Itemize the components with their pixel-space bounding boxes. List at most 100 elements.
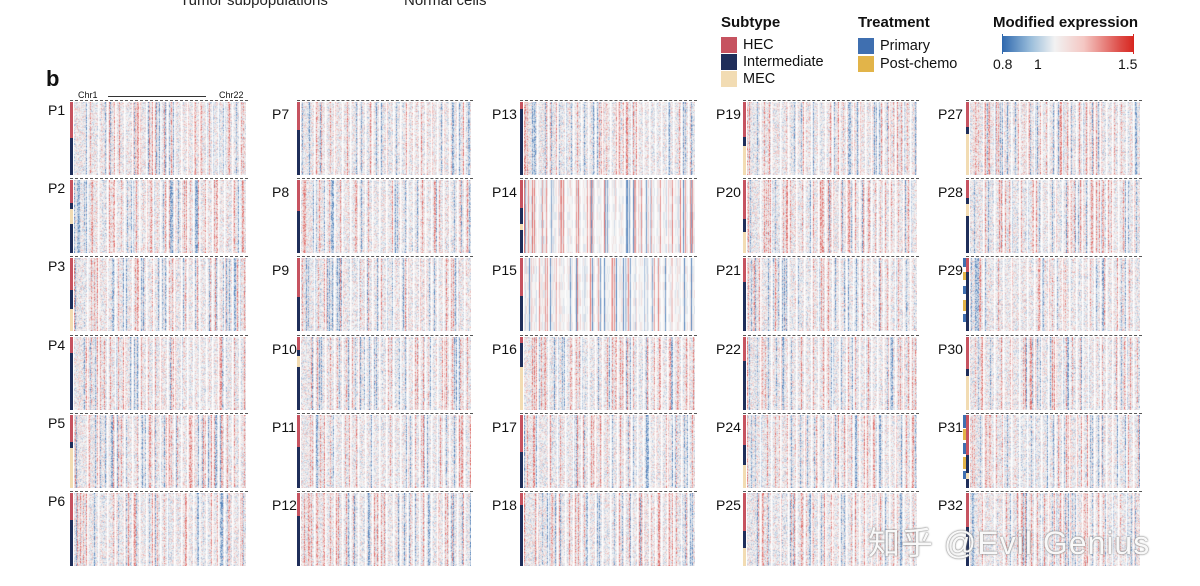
subtype-annotation-bar <box>743 337 746 361</box>
subtype-annotation-bar <box>966 369 969 376</box>
cnv-heatmap <box>74 493 246 566</box>
patient-label: P20 <box>716 184 741 200</box>
hec-swatch <box>721 37 737 53</box>
subtype-annotation-bar <box>743 531 746 548</box>
subtype-annotation-bar <box>297 447 300 488</box>
subtype-annotation-bar <box>520 109 523 175</box>
patient-label: P3 <box>48 258 66 274</box>
subtype-annotation-bar <box>297 180 300 211</box>
subtype-annotation-bar <box>520 452 523 488</box>
subtype-annotation-bar <box>966 204 969 216</box>
cnv-heatmap <box>301 337 471 410</box>
cut-label-tumor: Tumor subpopulations <box>180 0 328 9</box>
patient-label: P10 <box>272 341 297 357</box>
subtype-annotation-bar <box>520 505 523 566</box>
cnv-heatmap <box>970 493 1140 566</box>
panel-top-border <box>70 100 248 101</box>
panel-top-border <box>966 491 1142 492</box>
panel-top-border <box>297 491 473 492</box>
panel-top-border <box>743 491 919 492</box>
subtype-annotation-bar <box>520 296 523 331</box>
subtype-annotation-bar <box>70 258 73 290</box>
cnv-heatmap <box>301 415 471 488</box>
patient-label: P14 <box>492 184 517 200</box>
subtype-annotation-bar <box>297 130 300 175</box>
gradient-label-mid: 1 <box>1034 56 1042 72</box>
panel-top-border <box>520 178 697 179</box>
patient-label: P1 <box>48 102 66 118</box>
chr-start-label: Chr1 <box>78 90 98 100</box>
treatment-annotation-bar <box>963 415 966 428</box>
subtype-annotation-bar <box>297 258 300 297</box>
patient-label: P12 <box>272 497 297 513</box>
subtype-annotation-bar <box>520 258 523 296</box>
patient-label: P25 <box>716 497 741 513</box>
subtype-annotation-bar <box>520 493 523 505</box>
subtype-annotation-bar <box>743 137 746 146</box>
cnv-heatmap <box>970 258 1140 331</box>
panel-top-border <box>297 100 473 101</box>
subtype-annotation-bar <box>520 343 523 367</box>
subtype-annotation-bar <box>70 138 73 175</box>
hec-label: HEC <box>743 37 774 53</box>
cnv-heatmap <box>747 102 917 175</box>
panel-top-border <box>966 335 1142 336</box>
panel-top-border <box>70 335 248 336</box>
treatment-annotation-bar <box>963 471 966 479</box>
panel-top-border <box>966 256 1142 257</box>
patient-label: P31 <box>938 419 963 435</box>
patient-label: P5 <box>48 415 66 431</box>
subtype-annotation-bar <box>966 127 969 134</box>
patient-label: P7 <box>272 106 290 122</box>
subtype-annotation-bar <box>297 415 300 447</box>
subtype-annotation-bar <box>966 527 969 566</box>
patient-label: P17 <box>492 419 517 435</box>
panel-top-border <box>743 413 919 414</box>
panel-top-border <box>70 256 248 257</box>
subtype-annotation-bar <box>743 415 746 445</box>
subtype-annotation-bar <box>966 493 969 527</box>
patient-label: P13 <box>492 106 517 122</box>
subtype-annotation-bar <box>966 455 969 473</box>
mec-label: MEC <box>743 71 776 87</box>
patient-label: P19 <box>716 106 741 122</box>
panel-top-border <box>520 256 697 257</box>
subtype-annotation-bar <box>70 209 73 224</box>
subtype-annotation-bar <box>966 258 969 272</box>
subtype-annotation-bar <box>966 216 969 253</box>
primary-label: Primary <box>880 38 930 54</box>
panel-top-border <box>297 178 473 179</box>
panel-top-border <box>966 178 1142 179</box>
patient-label: P11 <box>272 419 296 435</box>
patient-label: P30 <box>938 341 963 357</box>
subtype-annotation-bar <box>70 415 73 442</box>
subtype-annotation-bar <box>520 337 523 343</box>
legend-treatment-postchemo: Post-chemo <box>858 56 957 72</box>
subtype-annotation-bar <box>520 102 523 109</box>
subtype-annotation-bar <box>966 198 969 204</box>
subtype-annotation-bar <box>297 350 300 356</box>
panel-top-border <box>743 178 919 179</box>
legend-expression-title: Modified expression <box>993 14 1139 31</box>
cnv-heatmap <box>747 180 917 253</box>
panel-top-border <box>297 335 473 336</box>
subtype-annotation-bar <box>297 367 300 410</box>
subtype-annotation-bar <box>743 465 746 488</box>
cnv-heatmap <box>301 180 471 253</box>
panel-top-border <box>520 491 697 492</box>
subtype-annotation-bar <box>743 102 746 137</box>
cnv-heatmap <box>524 180 695 253</box>
cnv-heatmap <box>970 102 1140 175</box>
cnv-heatmap <box>74 102 246 175</box>
subtype-annotation-bar <box>297 516 300 566</box>
subtype-annotation-bar <box>966 415 969 455</box>
cnv-heatmap <box>74 258 246 331</box>
subtype-annotation-bar <box>520 224 523 230</box>
gradient-label-min: 0.8 <box>993 56 1013 72</box>
subtype-annotation-bar <box>70 353 73 410</box>
cnv-heatmap <box>524 415 695 488</box>
subtype-annotation-bar <box>297 297 300 331</box>
treatment-annotation-bar <box>963 258 966 267</box>
panel-top-border <box>743 100 919 101</box>
chr-end-label: Chr22 <box>219 90 244 100</box>
